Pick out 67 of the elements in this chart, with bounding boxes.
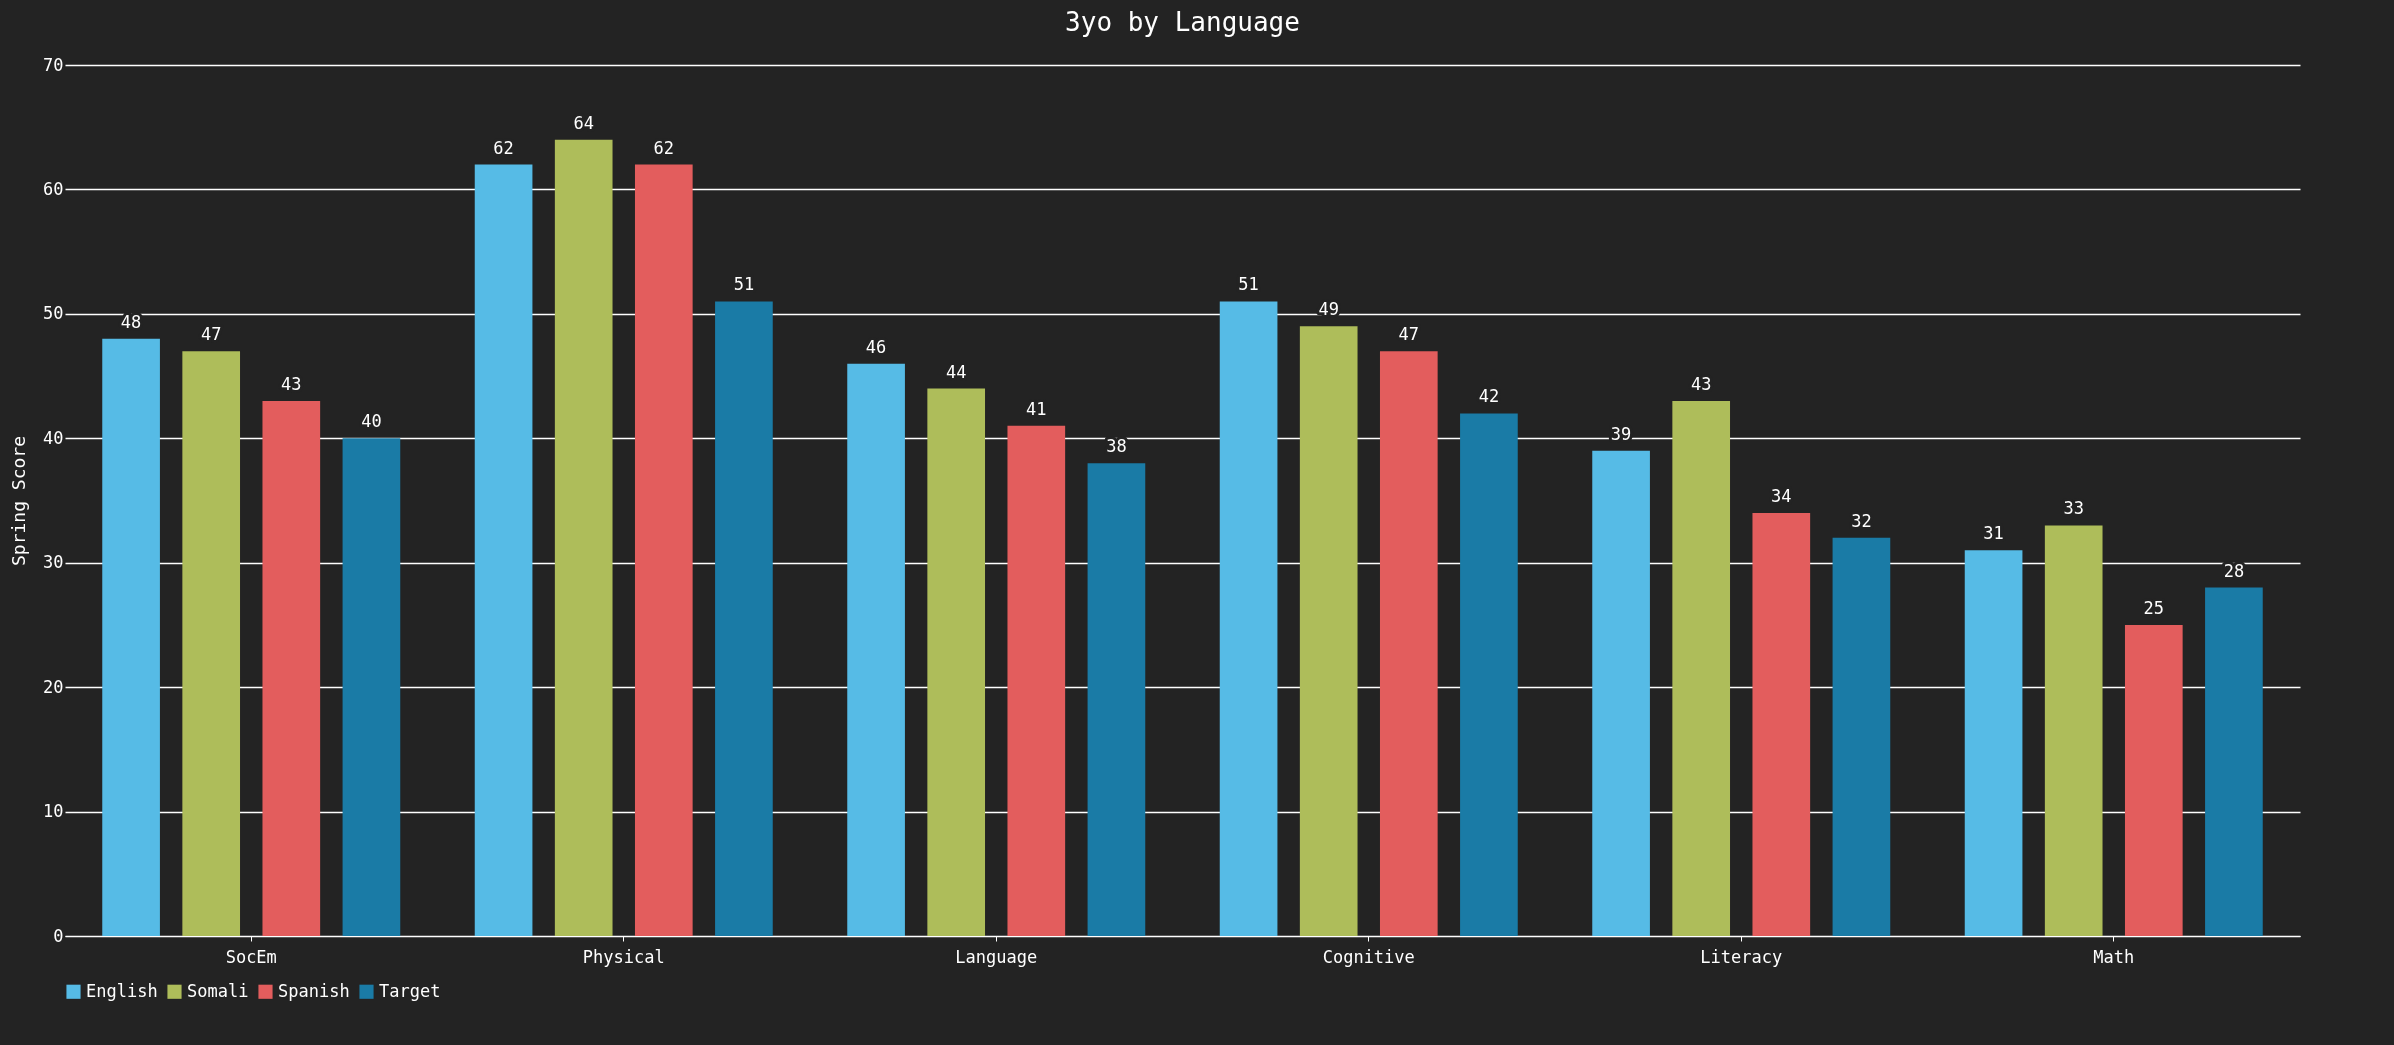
data-label: 47 bbox=[200, 324, 222, 345]
y-tick-label: 70 bbox=[43, 54, 64, 75]
legend-label: Spanish bbox=[278, 980, 350, 1001]
bar bbox=[474, 164, 533, 936]
x-tick-label: Cognitive bbox=[1322, 946, 1415, 967]
bar bbox=[1007, 425, 1066, 936]
data-label: 46 bbox=[865, 336, 887, 357]
y-tick-label: 60 bbox=[43, 178, 64, 199]
data-label: 33 bbox=[2063, 498, 2084, 519]
bar bbox=[2124, 624, 2183, 936]
bar bbox=[1964, 550, 2023, 936]
legend-label: English bbox=[86, 980, 158, 1001]
x-tick-label: SocEm bbox=[225, 946, 277, 967]
y-tick-label: 50 bbox=[43, 303, 64, 324]
bar bbox=[847, 363, 905, 936]
data-label: 64 bbox=[573, 112, 594, 133]
data-label: 31 bbox=[1983, 523, 2004, 544]
legend-label: Somali bbox=[187, 980, 249, 1001]
y-tick-label: 40 bbox=[43, 427, 64, 448]
bar bbox=[1752, 512, 1811, 936]
data-label: 25 bbox=[2143, 597, 2165, 618]
data-label: 34 bbox=[1771, 485, 1792, 506]
data-label: 62 bbox=[493, 137, 514, 158]
y-tick-label: 20 bbox=[43, 676, 64, 697]
y-axis-title: Spring Score bbox=[8, 435, 30, 567]
data-label: 40 bbox=[361, 411, 382, 432]
data-label: 43 bbox=[1690, 373, 1712, 394]
data-label: 48 bbox=[120, 311, 142, 332]
bar bbox=[1299, 326, 1358, 936]
bar bbox=[715, 301, 773, 936]
data-label: 47 bbox=[1398, 324, 1420, 345]
legend-label: Target bbox=[379, 980, 441, 1001]
data-label: 62 bbox=[653, 137, 675, 158]
data-label: 49 bbox=[1318, 299, 1339, 320]
bar bbox=[1592, 450, 1650, 936]
data-label: 32 bbox=[1851, 510, 1872, 531]
bar bbox=[1672, 400, 1731, 936]
bar bbox=[2205, 587, 2263, 936]
data-label: 42 bbox=[1478, 386, 1500, 407]
bar bbox=[1379, 351, 1438, 936]
bar bbox=[554, 139, 613, 936]
bar bbox=[262, 400, 321, 936]
bar bbox=[182, 351, 241, 936]
bar bbox=[342, 438, 401, 936]
bar bbox=[1087, 463, 1146, 936]
data-label: 28 bbox=[2223, 560, 2245, 581]
y-tick-label: 10 bbox=[43, 801, 64, 822]
x-tick-label: Physical bbox=[582, 946, 665, 967]
data-label: 44 bbox=[945, 361, 967, 382]
bar bbox=[927, 388, 986, 936]
y-tick-label: 0 bbox=[53, 925, 64, 946]
bar bbox=[2044, 525, 2103, 936]
data-label: 41 bbox=[1026, 398, 1047, 419]
y-tick-label: 30 bbox=[43, 552, 64, 573]
data-label: 51 bbox=[1238, 274, 1259, 295]
data-label: 43 bbox=[281, 373, 302, 394]
data-label: 51 bbox=[733, 274, 755, 295]
data-label: 38 bbox=[1106, 436, 1127, 457]
bar bbox=[1219, 301, 1278, 936]
bar bbox=[102, 338, 160, 936]
bar bbox=[634, 164, 693, 936]
bar bbox=[1460, 413, 1518, 936]
x-tick-label: Math bbox=[2093, 946, 2135, 967]
x-tick-label: Language bbox=[955, 946, 1038, 967]
x-tick-label: Literacy bbox=[1700, 946, 1783, 967]
bar bbox=[1832, 537, 1891, 936]
chart-title: 3yo by Language bbox=[1065, 7, 1300, 37]
